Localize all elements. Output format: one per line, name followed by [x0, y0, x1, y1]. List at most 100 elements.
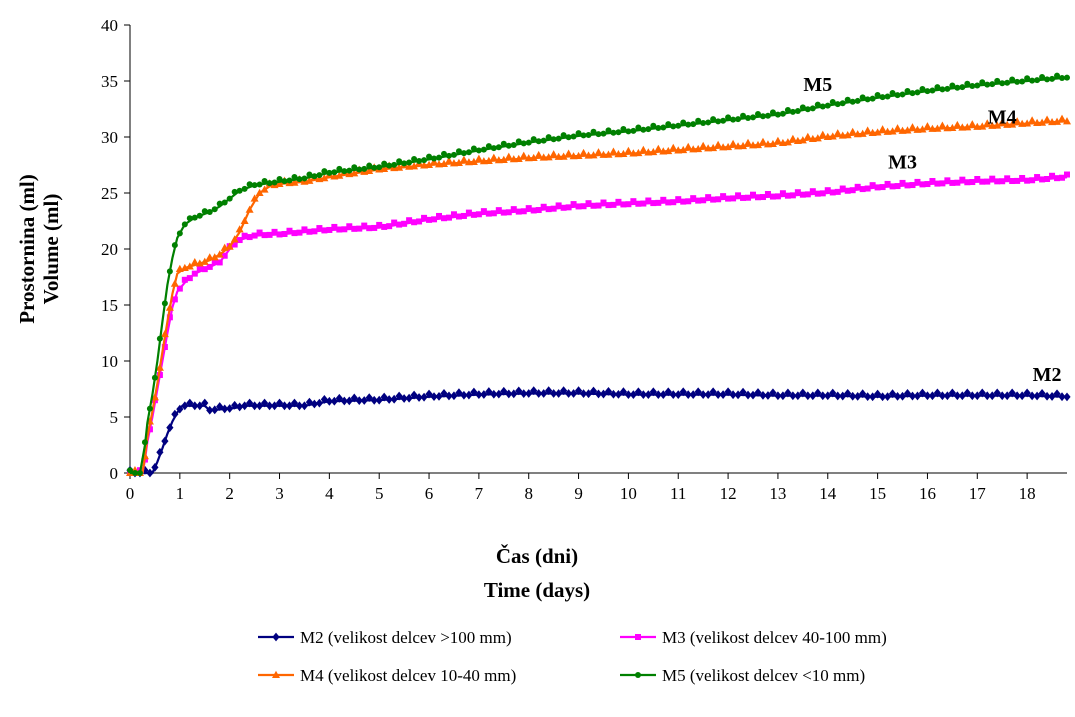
data-point-M4	[948, 123, 957, 132]
data-point-M5	[306, 171, 313, 178]
x-tick-label: 15	[869, 484, 886, 503]
data-point-M3	[1009, 178, 1016, 185]
data-point-M2	[799, 388, 807, 398]
data-point-M3	[191, 270, 198, 277]
data-point-M3	[401, 220, 408, 227]
data-point-M4	[908, 123, 917, 131]
data-point-M5	[919, 85, 926, 92]
series-M5	[127, 72, 1070, 476]
data-point-M4	[619, 149, 628, 158]
data-point-M2	[510, 389, 518, 399]
data-point-M3	[201, 266, 208, 273]
data-point-M5	[565, 134, 572, 141]
data-point-M3	[231, 241, 238, 248]
data-point-M3	[336, 226, 343, 233]
data-point-M5	[580, 132, 587, 139]
data-point-M2	[624, 390, 633, 399]
data-point-M4	[649, 147, 658, 156]
data-point-M2	[425, 389, 433, 399]
data-point-M5	[630, 127, 637, 134]
data-point-M4	[519, 151, 528, 159]
data-point-M4	[170, 279, 179, 287]
data-point-M3	[500, 209, 507, 216]
data-point-M5	[794, 108, 801, 115]
data-point-M3	[660, 196, 667, 203]
data-point-M5	[1054, 72, 1061, 79]
data-point-M5	[924, 88, 931, 95]
data-point-M4	[544, 153, 553, 161]
data-point-M4	[574, 151, 583, 160]
x-tick-label: 8	[524, 484, 533, 503]
data-point-M5	[261, 178, 268, 185]
data-point-M4	[768, 139, 777, 148]
data-point-M5	[286, 177, 293, 184]
data-point-M3	[944, 177, 951, 184]
data-point-M5	[356, 166, 363, 173]
data-point-M3	[570, 201, 577, 208]
data-point-M5	[610, 129, 617, 136]
data-point-M5	[196, 212, 203, 219]
data-point-M3	[221, 252, 228, 259]
data-point-M2	[579, 389, 588, 398]
data-point-M3	[934, 180, 941, 187]
data-point-M2	[500, 386, 508, 396]
data-point-M3	[550, 205, 557, 212]
data-point-M4	[290, 178, 299, 186]
data-point-M3	[436, 212, 443, 219]
data-point-M5	[635, 124, 642, 131]
data-point-M5	[660, 124, 667, 131]
data-point-M2	[415, 393, 423, 402]
data-point-M5	[710, 116, 717, 123]
data-point-M3	[246, 234, 253, 241]
data-point-M4	[938, 121, 947, 129]
data-point-M4	[225, 242, 234, 250]
data-point-M5	[1014, 78, 1021, 85]
data-point-M3	[241, 232, 248, 239]
data-point-M3	[705, 194, 712, 201]
data-point-M5	[545, 134, 552, 141]
data-point-M3	[974, 176, 981, 182]
data-point-M3	[754, 194, 761, 201]
data-point-M5	[735, 116, 742, 123]
data-point-M3	[740, 194, 747, 201]
data-point-M2	[864, 392, 872, 402]
data-point-M5	[740, 112, 747, 119]
data-point-M5	[989, 81, 996, 88]
data-point-M3	[495, 207, 502, 214]
data-point-M4	[230, 235, 239, 243]
data-point-M2	[779, 391, 787, 401]
data-point-M2	[231, 400, 239, 410]
data-point-M3	[266, 231, 273, 238]
data-point-M4	[245, 205, 254, 213]
data-point-M3	[590, 202, 597, 209]
data-point-M5	[281, 178, 288, 185]
data-point-M5	[620, 126, 627, 133]
data-point-M5	[889, 89, 896, 96]
data-point-M5	[316, 172, 323, 179]
data-point-M5	[759, 113, 766, 120]
data-point-M2	[988, 391, 996, 401]
data-point-M4	[425, 160, 434, 168]
data-point-M5	[954, 84, 961, 91]
data-point-M3	[899, 179, 906, 186]
data-point-M3	[445, 214, 452, 221]
data-point-M3	[884, 180, 891, 187]
data-point-M5	[964, 80, 971, 87]
data-point-M5	[560, 132, 567, 139]
data-point-M2	[201, 398, 209, 408]
data-point-M2	[1063, 392, 1071, 402]
data-point-M5	[246, 181, 253, 188]
data-point-M3	[421, 214, 428, 221]
data-point-M2	[923, 391, 932, 401]
data-point-M2	[330, 396, 338, 406]
data-point-M3	[695, 197, 702, 204]
data-point-M2	[589, 386, 598, 396]
data-point-M5	[401, 160, 408, 167]
data-point-M5	[944, 85, 951, 92]
data-point-M4	[275, 179, 284, 188]
data-point-M3	[316, 225, 323, 232]
data-point-M4	[758, 137, 767, 145]
data-point-M5	[301, 175, 308, 182]
data-point-M2	[958, 391, 966, 401]
